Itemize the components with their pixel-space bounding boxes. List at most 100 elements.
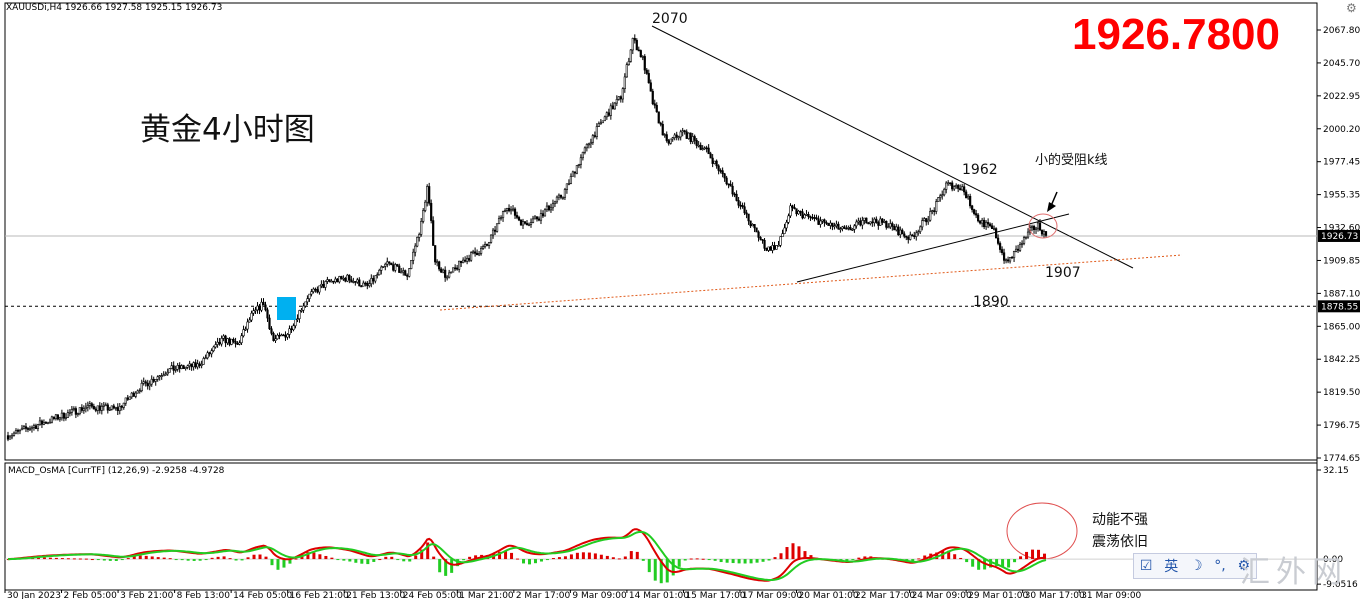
candle-body (1002, 252, 1006, 261)
candle-body (256, 305, 259, 311)
candle-body (1030, 226, 1034, 228)
macd-hist-bar (408, 559, 412, 562)
candle-body (889, 223, 892, 228)
gear-icon[interactable]: ⚙ (1346, 1, 1357, 15)
candle-body (653, 103, 656, 106)
candle-body (711, 157, 714, 164)
candle-body (509, 209, 513, 212)
candle-body (511, 208, 515, 211)
macd-hist-bar (462, 559, 466, 561)
candle-body (390, 262, 393, 265)
macd-hist-bar (180, 559, 184, 561)
candle-body (755, 227, 758, 233)
candle-body (334, 278, 337, 283)
macd-hist-bar (557, 557, 561, 560)
candle-body (821, 219, 824, 222)
candle-body (450, 271, 453, 274)
candle-body (935, 201, 938, 212)
macd-hist-bar (1013, 559, 1017, 563)
candle-body (695, 140, 698, 146)
macd-hist-bar (456, 559, 460, 567)
candle-body (521, 221, 525, 226)
candle-body (765, 248, 768, 251)
candle-body (232, 338, 235, 342)
ime-toolbar[interactable]: ☑ 英 ☽ °, ⚙ (1133, 553, 1257, 579)
candle-body (444, 269, 447, 278)
candle-body (228, 338, 231, 345)
candle-body (981, 219, 984, 224)
x-tick-label: 1 Mar 21:00 (459, 591, 514, 599)
candle-body (753, 224, 756, 229)
candle-body (214, 344, 217, 348)
candle-body (104, 404, 107, 407)
candle-body (701, 148, 704, 150)
macd-label: MACD_OsMA [CurrTF] (12,26,9) -2.9258 -4.… (8, 466, 225, 476)
candle-body (102, 404, 105, 407)
candle-body (234, 341, 237, 344)
candle-body (42, 422, 46, 425)
candle-body (657, 111, 660, 124)
ime-toolbar-item-3[interactable]: °, (1214, 558, 1226, 574)
ime-toolbar-item-4[interactable]: ⚙ (1237, 558, 1251, 574)
macd-hist-bar (186, 559, 190, 561)
candle-body (801, 211, 804, 219)
y-tick-label: 1774.65 (1323, 454, 1360, 464)
candle-body (655, 104, 658, 113)
candle-body (797, 210, 800, 215)
macd-hist-bar (402, 559, 406, 562)
candle-body (893, 226, 896, 231)
macd-hist-bar (108, 559, 112, 561)
macd-hist-bar (743, 559, 747, 564)
candle-body (166, 371, 169, 375)
candle-body (222, 335, 225, 339)
ime-toolbar-item-1[interactable]: 英 (1164, 559, 1179, 575)
y-tick-label: 2045.70 (1323, 59, 1360, 69)
candle-body (741, 205, 744, 208)
candle-body (26, 428, 30, 430)
candle-body (468, 258, 471, 261)
macd-hist-bar (276, 559, 280, 570)
candle-body (284, 334, 287, 338)
macd-hist-bar (671, 559, 675, 576)
macd-hist-bar (761, 559, 765, 562)
candle-body (308, 293, 311, 299)
candle-body (737, 200, 740, 206)
candle-body (150, 378, 153, 385)
candle-body (609, 105, 612, 116)
candle-body (669, 138, 672, 144)
candle-body (735, 193, 738, 201)
x-tick-label: 2 Mar 17:00 (516, 591, 571, 599)
dotted-level-label-box: 1878.55 (1318, 300, 1360, 313)
candle-body (460, 260, 463, 264)
candle-body (743, 206, 746, 214)
candle-body (859, 220, 862, 226)
candle-body (775, 245, 778, 250)
candle-body (767, 246, 770, 251)
candle-body (290, 328, 293, 331)
macd-hist-bar (803, 551, 807, 560)
candle-body (579, 157, 582, 165)
candle-body (266, 309, 269, 319)
x-tick-label: 3 Feb 21:00 (120, 591, 174, 599)
macd-hist-bar (581, 552, 585, 560)
candle-body (12, 432, 16, 436)
macd-hist-bar (144, 555, 148, 560)
macd-hist-bar (450, 559, 454, 573)
candle-body (717, 165, 720, 171)
candle-body (14, 430, 18, 434)
ime-toolbar-item-0[interactable]: ☑ (1139, 558, 1153, 574)
candle-body (969, 196, 972, 207)
candle-body (977, 214, 980, 222)
ime-toolbar-item-2[interactable]: ☽ (1189, 558, 1203, 574)
candle-body (503, 210, 507, 212)
macd-hist-bar (917, 558, 921, 560)
candle-body (260, 301, 263, 311)
candle-body (202, 358, 205, 365)
candle-body (777, 245, 780, 247)
macd-hist-bar (438, 559, 442, 573)
macd-hist-bar (78, 558, 82, 560)
candle-body (996, 237, 1000, 244)
candle-body (525, 223, 529, 226)
macd-circle (1006, 502, 1078, 560)
